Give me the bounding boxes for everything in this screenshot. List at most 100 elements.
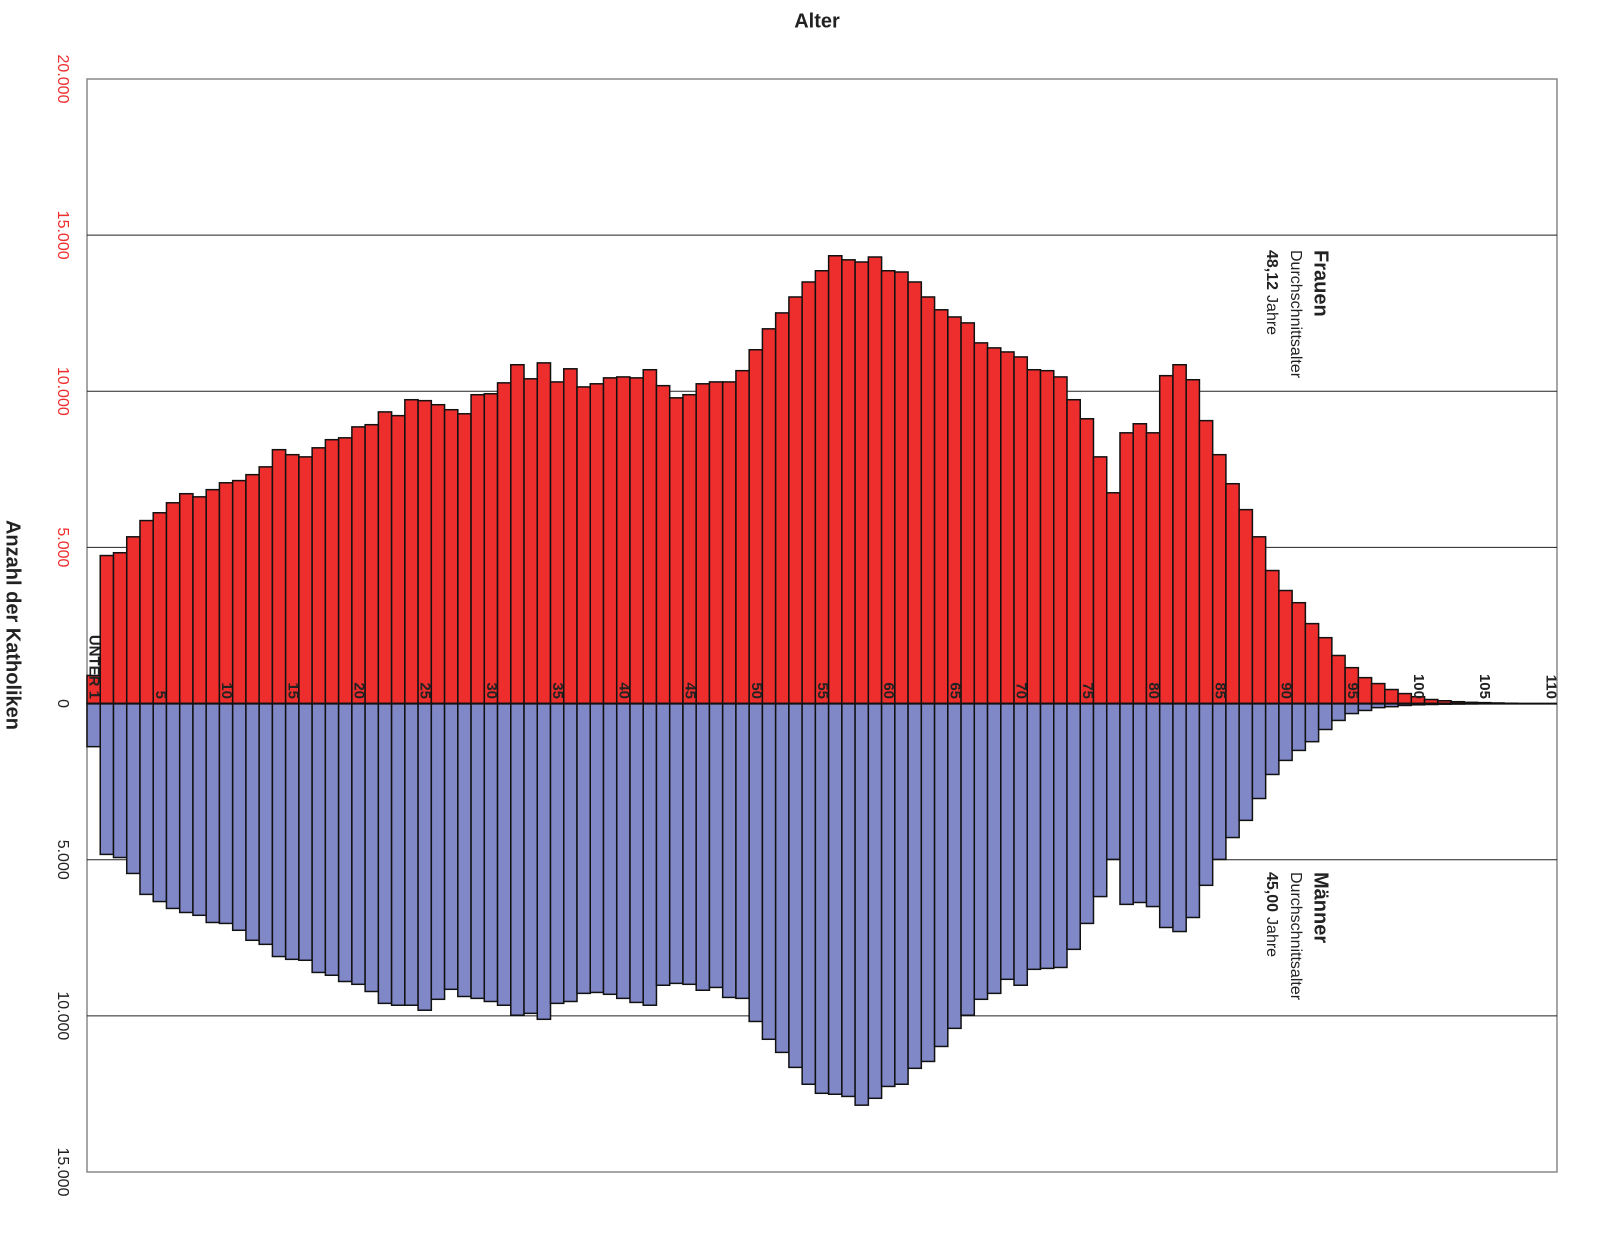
bar [801,281,817,705]
chart-title: Alter [794,10,840,32]
bar [284,702,300,961]
bar [1172,702,1187,933]
bar [642,702,658,1006]
bar [483,702,499,1003]
bar [192,496,207,705]
bar [563,368,578,705]
bar [443,408,459,705]
bar [1370,682,1386,705]
x-tick-label: 100 [1410,674,1427,699]
bar [933,702,949,1048]
x-tick-label: 35 [549,682,566,699]
bar [364,702,380,993]
bar [1013,356,1029,705]
y-tick-label: 10.000 [54,991,71,1040]
bar [536,702,552,1021]
bar [417,702,433,1011]
x-tick-label: 45 [682,682,699,699]
bar [1000,702,1015,981]
bar [125,702,141,875]
bar [668,397,684,705]
bar [470,702,486,1000]
bar [1264,702,1280,776]
bar [1092,456,1108,705]
y-tick-label: 10.000 [54,367,71,416]
bar [801,702,817,1085]
bar [1331,702,1346,722]
annotation: Männer Durchschnittsalter 45,00 Jahre [1263,872,1332,1001]
x-tick-label: 90 [1278,682,1295,699]
bar [337,437,353,705]
bar [324,702,340,977]
bar [258,702,274,946]
x-tick-label: 95 [1344,682,1361,699]
bar [1357,702,1373,712]
bar [589,702,605,994]
bar [1158,702,1174,929]
x-tick-label: 15 [284,682,301,699]
bar [1039,369,1055,705]
bar [947,702,962,1030]
bar [642,368,658,705]
bar [258,466,274,705]
bar [523,378,539,705]
bar [907,281,923,705]
bar [470,393,486,705]
bar [576,386,591,705]
bar [523,702,539,1015]
bar [443,702,459,991]
bar [536,362,552,705]
bar [814,702,830,1095]
bar [483,393,499,705]
bar [1079,418,1095,705]
bar [668,702,684,985]
bar [125,536,141,705]
bar [152,702,168,903]
bar [377,702,393,1005]
bar [284,453,300,705]
bar [867,702,883,1100]
x-tick-label: 50 [748,682,765,699]
bar [602,377,618,705]
bar [841,259,856,705]
bar [192,702,207,917]
x-tick-label: 20 [351,682,368,699]
bar [973,342,989,705]
bar [549,381,565,705]
bar [615,702,631,1000]
bar [271,702,287,958]
bar [735,369,750,705]
bar [510,363,525,705]
bar [1145,432,1161,705]
y-tick-label: 5.000 [54,527,71,567]
x-tick-label: 105 [1476,674,1493,699]
bar [1026,702,1042,971]
bar [1304,702,1320,743]
bar [298,456,313,705]
bar [457,413,472,705]
bar [1238,508,1254,705]
bar [854,261,870,705]
bar [1145,702,1161,908]
bar [1066,398,1081,705]
bar [1211,702,1227,861]
x-tick-label: 40 [615,682,632,699]
bar [682,393,697,705]
annotation-unit: Jahre [1263,917,1280,957]
bar [602,702,618,996]
bar [880,269,896,705]
bar [1105,492,1121,705]
annotation-title: Frauen [1310,250,1332,317]
bar [920,296,936,705]
x-tick-label: 25 [417,682,434,699]
bar [337,702,353,983]
bar [615,376,631,705]
bar [1331,654,1346,705]
bar [417,399,433,705]
bar [178,492,194,705]
bar [960,702,976,1016]
bar [761,702,777,1041]
bar [933,309,949,705]
bar [178,702,194,914]
